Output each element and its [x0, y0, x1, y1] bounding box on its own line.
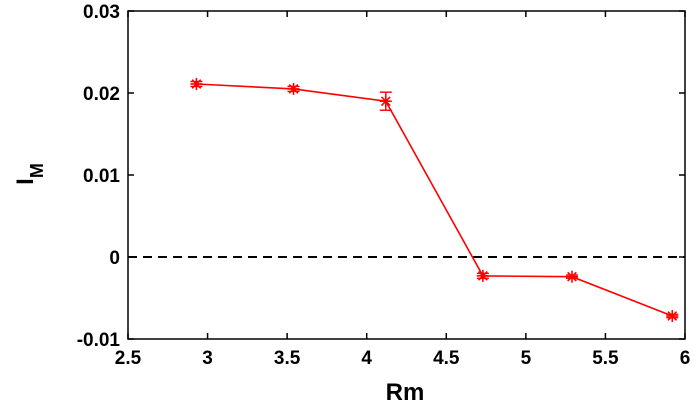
- y-axis-label-main: I: [12, 178, 39, 185]
- x-tick-label: 4: [361, 348, 372, 369]
- x-tick-label: 5: [521, 348, 532, 369]
- x-axis-label: Rm: [386, 379, 425, 406]
- asterisk-marker: [190, 77, 203, 90]
- y-tick-label: 0.01: [83, 166, 120, 187]
- data-point: [287, 82, 300, 95]
- data-point: [379, 91, 392, 111]
- asterisk-marker: [287, 82, 300, 95]
- x-tick-label: 3: [202, 348, 213, 369]
- y-tick-label: 0: [109, 248, 120, 269]
- asterisk-marker: [379, 95, 392, 108]
- series-layer: [190, 77, 679, 323]
- x-tick-label: 5.5: [592, 348, 619, 369]
- y-tick-label: 0.02: [83, 84, 120, 105]
- y-tick-label: 0.03: [83, 2, 120, 23]
- y-axis-label: IM: [12, 163, 47, 185]
- asterisk-marker: [666, 310, 679, 323]
- y-tick-label: -0.01: [77, 330, 121, 351]
- x-tick-layer: 2.5 3 3.5 4 4.5 5 5.5 6: [115, 11, 691, 369]
- data-point: [566, 270, 579, 283]
- x-tick-label: 6: [680, 348, 691, 369]
- asterisk-marker: [476, 269, 489, 282]
- data-point: [666, 310, 679, 323]
- x-tick-label: 4.5: [433, 348, 460, 369]
- y-axis-label-subscript: M: [27, 163, 47, 178]
- asterisk-marker: [566, 270, 579, 283]
- x-tick-label: 3.5: [274, 348, 301, 369]
- series-line: [196, 83, 673, 317]
- data-point: [190, 77, 203, 90]
- x-tick-label: 2.5: [115, 348, 142, 369]
- y-tick-layer: -0.01 0 0.01 0.02 0.03: [77, 2, 685, 351]
- data-point: [476, 269, 489, 282]
